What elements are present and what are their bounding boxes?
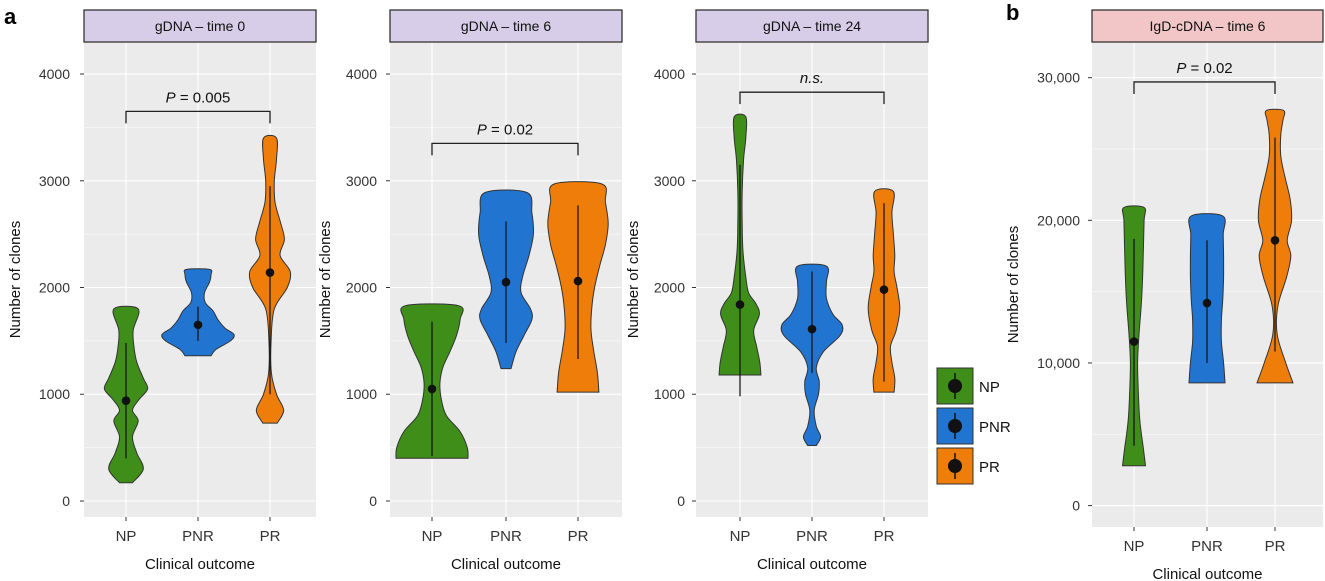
x-tick-label: PR [568,528,589,545]
p-value: = 0.005 [176,89,231,106]
x-tick-label: PR [1265,538,1286,555]
p-symbol: P [477,121,487,138]
significance-bracket [739,91,885,105]
panel-letter-a: a [4,4,17,29]
legend-item-np: NP [936,367,1000,405]
x-tick-label: PNR [490,528,522,545]
y-tick-label: 10,000 [1037,355,1080,371]
facet-strip [389,9,623,43]
legend-key-point [948,419,962,433]
legend-key-point [948,379,962,393]
x-tick-label: NP [422,528,443,545]
y-tick-label: 3000 [346,173,377,189]
facet-title: gDNA – time 0 [155,18,245,34]
y-tick-label: 1000 [39,386,70,402]
y-tick-label: 0 [62,493,70,509]
panel-letter-b: b [1006,0,1019,25]
median-point-pnr [807,324,817,334]
legend-label-pnr: PNR [979,419,1011,436]
y-tick-label: 4000 [39,66,70,82]
chart-panel-3: 0 1000 2000 3000 4000 gDNA – time 24 NP PNR PR Cl… [625,9,929,573]
y-tick-label: 0 [369,493,377,509]
x-axis-title: Clinical outcome [451,556,561,573]
y-tick-label: 2000 [39,280,70,296]
median-point-np [1129,337,1139,346]
legend-label-np: NP [979,379,1000,396]
y-tick-label: 4000 [654,66,685,82]
chart-panel-1: 0 1000 2000 3000 4000 gDNA – time 0 NP PNR PR Cli… [7,9,317,573]
y-tick-label: 20,000 [1037,212,1080,228]
x-tick-label: PR [874,528,895,545]
significance-label: P = 0.02 [477,121,533,138]
p-value: n.s. [800,70,824,87]
facet-title: gDNA – time 24 [763,18,861,34]
significance-bracket [431,142,579,156]
legend-key-point [948,459,962,473]
y-tick-label: 3000 [39,173,70,189]
x-tick-label: PNR [182,528,214,545]
y-tick-label: 2000 [654,280,685,296]
x-axis-title: Clinical outcome [757,556,867,573]
facet-strip [1091,9,1324,43]
facet-strip [695,9,929,43]
y-axis-title: Number of clones [625,221,642,339]
x-tick-label: NP [730,528,751,545]
significance-bracket [125,110,271,124]
significance-label: P = 0.02 [1176,60,1232,77]
x-tick-label: PR [260,528,281,545]
x-tick-label: NP [116,528,137,545]
p-value: = 0.02 [487,121,533,138]
median-point-np [735,300,745,309]
p-symbol: P [166,89,176,106]
chart-panel-2: 0 1000 2000 3000 4000 gDNA – time 6 NP PNR PR Cli… [317,9,623,573]
x-tick-label: NP [1124,538,1145,555]
median-point-np [427,384,437,394]
median-point-pnr [193,320,203,330]
x-tick-label: PNR [1191,538,1223,555]
y-tick-label: 2000 [346,280,377,296]
y-tick-label: 1000 [654,386,685,402]
facet-title: gDNA – time 6 [461,18,551,34]
significance-label: P = 0.005 [166,89,231,106]
median-point-pr [573,276,583,286]
x-tick-label: PNR [796,528,828,545]
median-point-pnr [501,277,511,287]
y-axis-title: Number of clones [7,221,24,339]
p-symbol: P [1176,60,1186,77]
legend-item-pr: PR [936,447,1000,485]
x-axis-title: Clinical outcome [145,556,255,573]
median-point-pr [879,285,889,294]
facet-strip [83,9,317,43]
legend-label-pr: PR [979,459,1000,476]
median-point-pr [1270,235,1280,245]
median-point-pr [265,268,275,277]
significance-bracket [1133,81,1276,94]
y-tick-label: 1000 [346,386,377,402]
legend-item-pnr: PNR [936,407,1011,445]
y-tick-label: 3000 [654,173,685,189]
y-tick-label: 30,000 [1037,70,1080,86]
y-tick-label: 0 [677,493,685,509]
y-tick-label: 4000 [346,66,377,82]
median-point-np [121,396,131,405]
p-value: = 0.02 [1186,60,1232,77]
median-point-pnr [1202,298,1212,308]
x-axis-title: Clinical outcome [1152,566,1262,581]
significance-label: n.s. [800,70,824,87]
legend: NP PNR PR [936,367,1011,485]
y-axis-title: Number of clones [1005,226,1022,344]
facet-title: IgD-cDNA – time 6 [1150,18,1266,34]
y-axis-title: Number of clones [317,221,334,339]
y-tick-label: 0 [1072,498,1080,514]
